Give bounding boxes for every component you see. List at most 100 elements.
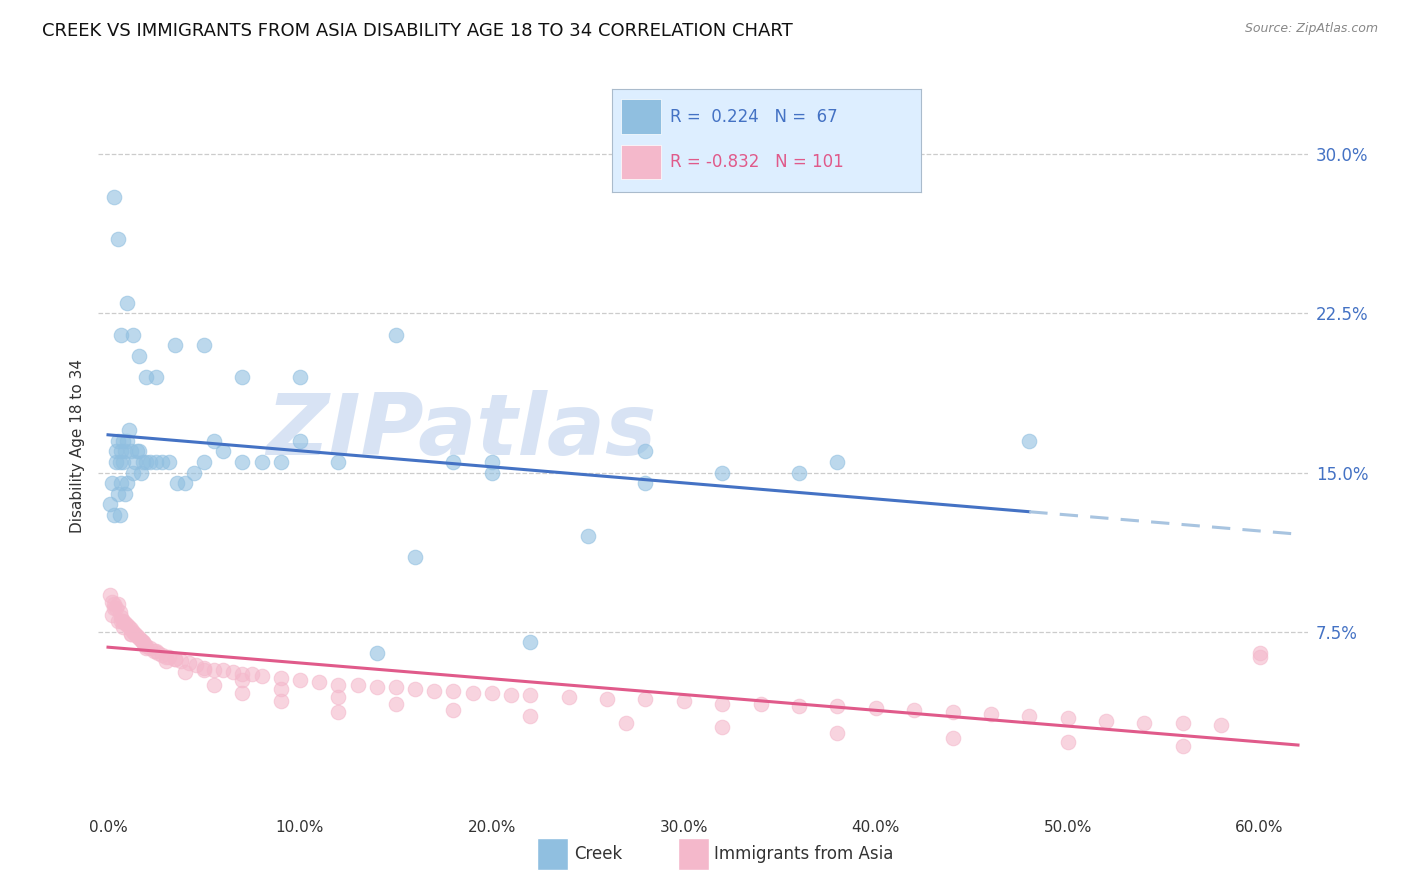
- Point: [231, 455, 253, 469]
- Point: [270, 455, 292, 469]
- Point: [122, 624, 145, 639]
- Point: [145, 455, 167, 469]
- Point: [114, 615, 136, 630]
- Point: [118, 423, 141, 437]
- Point: [103, 601, 125, 615]
- Point: [135, 370, 157, 384]
- Point: [173, 665, 195, 679]
- Point: [202, 434, 225, 448]
- Point: [110, 476, 132, 491]
- Point: [499, 688, 522, 702]
- Point: [104, 455, 127, 469]
- Point: [308, 675, 330, 690]
- Point: [120, 623, 142, 637]
- Point: [519, 709, 541, 723]
- Point: [366, 646, 388, 660]
- Point: [110, 444, 132, 458]
- Point: [749, 697, 772, 711]
- FancyBboxPatch shape: [621, 99, 661, 135]
- Point: [903, 703, 925, 717]
- Point: [166, 476, 188, 491]
- Point: [423, 684, 446, 698]
- Point: [114, 444, 136, 458]
- Point: [270, 681, 292, 696]
- Point: [481, 466, 503, 480]
- Point: [170, 654, 193, 668]
- Point: [104, 444, 127, 458]
- Point: [328, 677, 350, 691]
- Point: [104, 601, 127, 615]
- Point: [145, 370, 167, 384]
- Point: [250, 455, 273, 469]
- Point: [120, 626, 142, 640]
- Point: [115, 476, 138, 491]
- Point: [1018, 709, 1040, 723]
- Point: [231, 686, 253, 700]
- Point: [634, 692, 657, 706]
- Point: [108, 455, 131, 469]
- Point: [155, 654, 177, 668]
- Point: [481, 455, 503, 469]
- Point: [385, 327, 408, 342]
- Point: [193, 338, 215, 352]
- Point: [165, 652, 187, 666]
- Point: [155, 649, 177, 664]
- Point: [107, 232, 129, 246]
- Point: [128, 631, 150, 645]
- Point: [787, 698, 810, 713]
- Point: [146, 646, 169, 660]
- Point: [288, 673, 311, 688]
- Point: [193, 660, 215, 674]
- Point: [711, 466, 734, 480]
- Point: [519, 688, 541, 702]
- Point: [385, 697, 408, 711]
- Point: [129, 466, 152, 480]
- Point: [101, 607, 124, 622]
- Point: [183, 466, 205, 480]
- Point: [481, 686, 503, 700]
- Y-axis label: Disability Age 18 to 34: Disability Age 18 to 34: [69, 359, 84, 533]
- Point: [1249, 649, 1271, 664]
- Point: [980, 707, 1002, 722]
- Point: [614, 715, 637, 730]
- Point: [1171, 715, 1194, 730]
- Point: [114, 486, 136, 500]
- Text: Immigrants from Asia: Immigrants from Asia: [714, 845, 894, 863]
- Point: [177, 657, 200, 671]
- Point: [103, 508, 125, 522]
- Point: [711, 697, 734, 711]
- Point: [1211, 718, 1233, 732]
- Point: [128, 444, 150, 458]
- Point: [139, 641, 162, 656]
- Point: [125, 629, 148, 643]
- Point: [1056, 735, 1078, 749]
- Point: [115, 618, 138, 632]
- Point: [288, 434, 311, 448]
- Point: [1171, 739, 1194, 753]
- Point: [150, 648, 173, 662]
- Point: [202, 677, 225, 691]
- Point: [270, 671, 292, 685]
- Point: [103, 597, 125, 611]
- Point: [108, 606, 131, 620]
- Point: [125, 444, 148, 458]
- Point: [145, 643, 167, 657]
- Point: [404, 681, 426, 696]
- Point: [827, 726, 849, 740]
- Point: [443, 684, 465, 698]
- Point: [112, 614, 135, 628]
- Point: [827, 455, 849, 469]
- Point: [150, 455, 173, 469]
- Point: [173, 476, 195, 491]
- Point: [1095, 714, 1118, 728]
- Point: [122, 327, 145, 342]
- Point: [129, 632, 152, 647]
- Point: [193, 455, 215, 469]
- Text: CREEK VS IMMIGRANTS FROM ASIA DISABILITY AGE 18 TO 34 CORRELATION CHART: CREEK VS IMMIGRANTS FROM ASIA DISABILITY…: [42, 22, 793, 40]
- Point: [576, 529, 599, 543]
- Point: [115, 296, 138, 310]
- Point: [143, 643, 166, 657]
- Point: [827, 698, 849, 713]
- Point: [112, 434, 135, 448]
- Point: [596, 692, 619, 706]
